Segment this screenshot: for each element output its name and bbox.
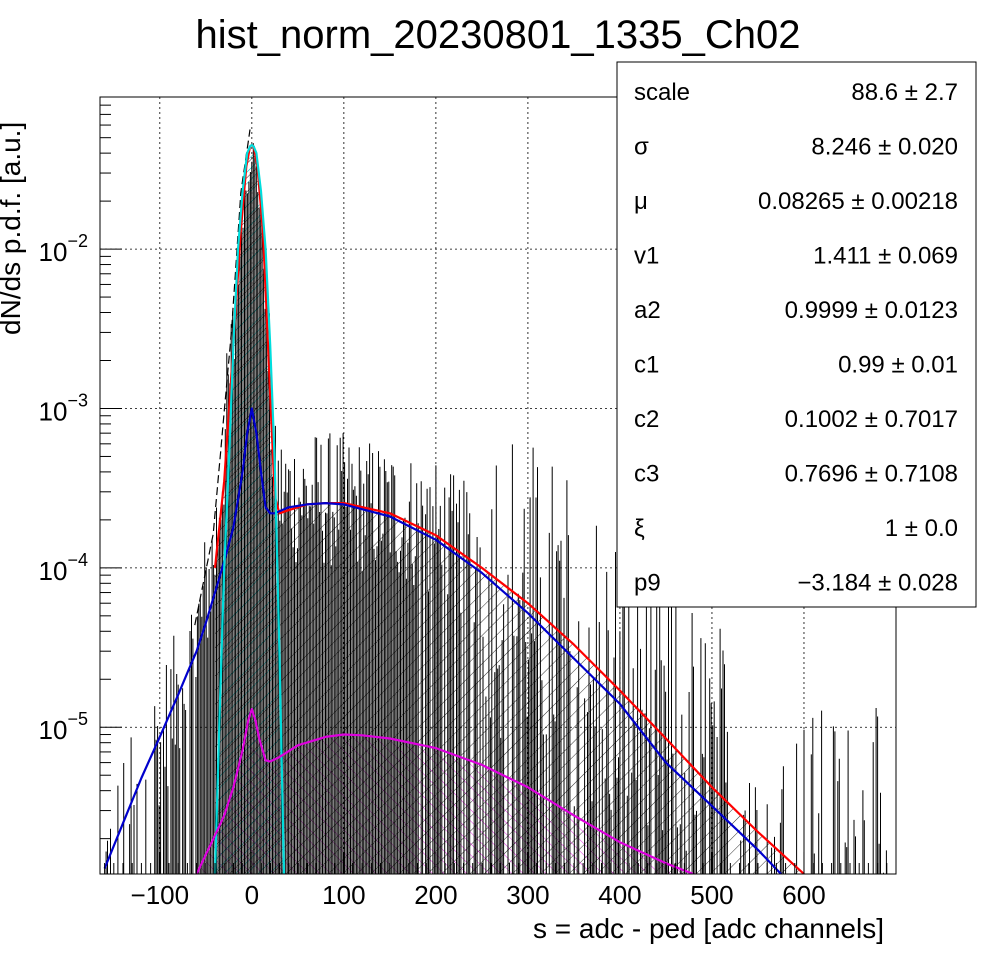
- stats-param-value: 0.08265 ± 0.00218: [758, 188, 958, 215]
- single-pe-curve: [103, 407, 782, 874]
- x-tick-labels: −100 0 100 200 300 400 500 600: [131, 880, 826, 910]
- stats-param-value: 1.411 ± 0.069: [813, 243, 958, 270]
- stats-param-value: 8.246 ± 0.020: [811, 134, 958, 161]
- stats-param-value: 0.7696 ± 0.7108: [785, 461, 958, 488]
- x-tick-label: 400: [598, 880, 641, 910]
- stats-frame: [616, 61, 977, 608]
- x-tick-label: 0: [245, 880, 259, 910]
- x-tick-label: −100: [131, 880, 190, 910]
- y-tick-exponent: −3: [67, 390, 88, 410]
- y-tick-base: 10: [39, 556, 68, 586]
- stats-param-value: 88.6 ± 2.7: [851, 79, 958, 106]
- stats-param-name: c2: [634, 406, 659, 433]
- x-tick-label: 500: [690, 880, 733, 910]
- y-tick-exponent: −2: [67, 231, 88, 251]
- y-tick-exponent: −4: [67, 550, 88, 570]
- stats-param-value: 0.9999 ± 0.0123: [785, 297, 958, 324]
- x-tick-label: 100: [322, 880, 365, 910]
- stats-param-name: a2: [634, 297, 661, 324]
- chart-title: hist_norm_20230801_1335_Ch02: [196, 13, 801, 57]
- x-tick-label: 200: [414, 880, 457, 910]
- stats-param-name: μ: [634, 188, 648, 215]
- stats-param-name: v1: [634, 243, 659, 270]
- y-tick-exponent: −5: [67, 709, 88, 729]
- stats-param-name: ξ: [634, 515, 645, 542]
- stats-param-name: σ: [634, 134, 649, 161]
- y-tick-label: 10−5: [39, 709, 88, 745]
- stats-param-value: −3.184 ± 0.028: [797, 570, 958, 597]
- fit-curves: [103, 143, 805, 874]
- stats-param-name: scale: [634, 79, 690, 106]
- y-tick-base: 10: [39, 396, 68, 426]
- y-axis-label: dN/ds p.d.f. [a.u.]: [0, 122, 26, 335]
- stats-param-value: 1 ± 0.0: [885, 515, 958, 542]
- y-tick-label: 10−4: [39, 550, 88, 586]
- stats-param-value: 0.99 ± 0.01: [838, 352, 958, 379]
- stats-box: scale 88.6 ± 2.7 σ 8.246 ± 0.020 μ 0.08265 ± …: [616, 61, 977, 608]
- y-tick-base: 10: [39, 715, 68, 745]
- histogram-bars: [105, 143, 887, 874]
- second-pe-curve: [195, 708, 698, 874]
- y-tick-label: 10−2: [39, 231, 88, 267]
- x-axis-label: s = adc - ped [adc channels]: [533, 913, 884, 944]
- x-tick-label: 600: [782, 880, 825, 910]
- histogram: [105, 129, 887, 874]
- y-tick-label: 10−3: [39, 390, 88, 426]
- stats-param-name: c3: [634, 461, 659, 488]
- total-fit-curve: [213, 143, 805, 874]
- y-tick-base: 10: [39, 237, 68, 267]
- stats-param-value: 0.1002 ± 0.7017: [785, 406, 958, 433]
- axis-ticks: [100, 96, 888, 874]
- pedestal-curve: [213, 143, 286, 874]
- x-tick-label: 300: [506, 880, 549, 910]
- histogram-envelope: [194, 129, 251, 626]
- y-tick-labels: 10−510−410−310−2: [39, 231, 88, 745]
- stats-param-name: p9: [634, 570, 661, 597]
- stats-param-name: c1: [634, 352, 659, 379]
